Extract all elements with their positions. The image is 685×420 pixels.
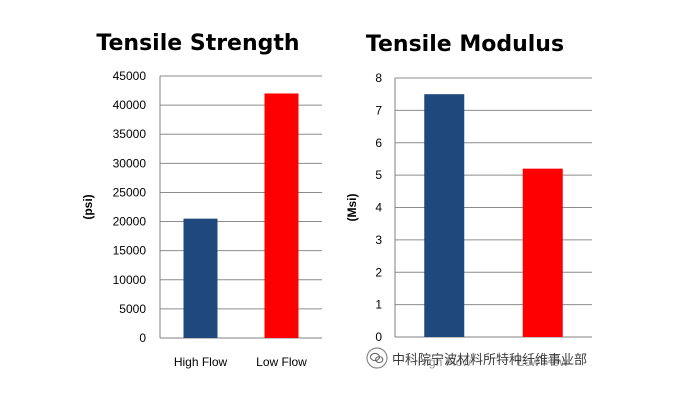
strength-y-tick-label: 10000: [113, 273, 147, 287]
watermark: 中科院宁波材料所特种纤维事业部: [366, 347, 588, 369]
strength-bar-low-flow: [264, 93, 299, 338]
modulus-y-tick-label: 5: [375, 168, 382, 182]
strength-y-tick-label: 5000: [119, 302, 146, 316]
modulus-y-tick-label: 6: [375, 136, 382, 150]
strength-y-tick-label: 30000: [113, 156, 147, 170]
modulus-y-tick-label: 2: [375, 265, 382, 279]
strength-y-tick-label: 35000: [113, 127, 147, 141]
modulus-y-tick-label: 0: [375, 330, 382, 344]
modulus-y-tick-label: 4: [375, 201, 382, 215]
strength-y-tick-label: 15000: [113, 244, 147, 258]
modulus-y-tick-label: 8: [375, 71, 382, 85]
strength-y-tick-label: 0: [139, 331, 146, 345]
strength-bar-high-flow: [183, 218, 218, 338]
strength-x-tick-label: Low Flow: [256, 355, 307, 369]
wechat-icon: [366, 347, 388, 369]
strength-title: Tensile Strength: [96, 31, 299, 56]
modulus-y-tick-label: 1: [375, 298, 382, 312]
strength-x-tick-label: High Flow: [174, 355, 228, 369]
modulus-y-tick-label: 3: [375, 233, 382, 247]
modulus-bar-low-flow: [522, 168, 563, 337]
tensile-strength-chart: Tensile Strength (psi) 0 5000 10000 15000 2000…: [81, 31, 322, 369]
strength-y-tick-label: 25000: [113, 185, 147, 199]
modulus-y-axis-label: (Msi): [345, 194, 359, 222]
strength-y-tick-label: 20000: [113, 215, 147, 229]
watermark-text: 中科院宁波材料所特种纤维事业部: [392, 352, 588, 368]
strength-y-axis-label: (psi): [81, 194, 95, 219]
modulus-title: Tensile Modulus: [366, 32, 564, 57]
tensile-modulus-chart: Tensile Modulus(Msi)012345678High FlowLo…: [345, 32, 592, 369]
strength-y-tick-label: 40000: [113, 98, 147, 112]
strength-y-tick-label: 45000: [113, 69, 147, 83]
modulus-bar-high-flow: [424, 94, 465, 337]
modulus-y-tick-label: 7: [375, 103, 382, 117]
